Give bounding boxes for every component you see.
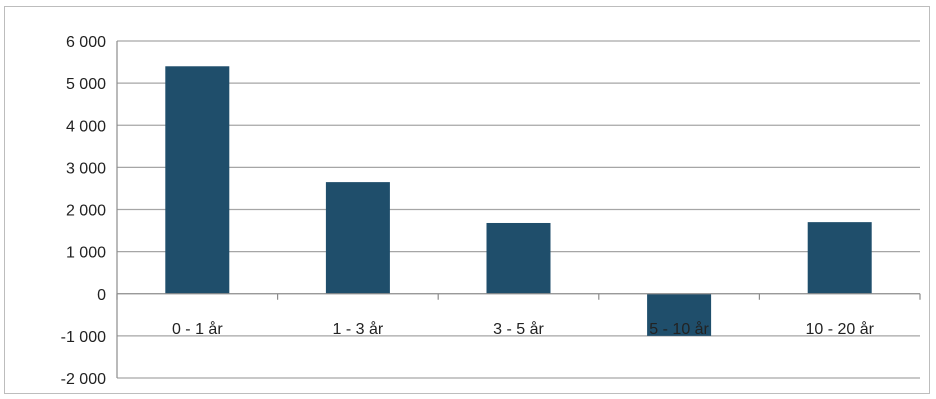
bars — [165, 66, 872, 336]
y-tick-label: -2 000 — [61, 371, 106, 388]
x-tick-label: 10 - 20 år — [805, 320, 874, 338]
bar — [165, 66, 230, 294]
x-tick-label: 3 - 5 år — [493, 320, 544, 338]
x-tick-label: 0 - 1 år — [172, 320, 223, 338]
chart-frame — [4, 6, 930, 394]
y-tick-label: -1 000 — [61, 329, 106, 346]
y-tick-label: 0 — [97, 287, 106, 304]
bar — [647, 293, 712, 336]
y-tick-label: 1 000 — [66, 245, 106, 262]
x-tick-labels: 0 - 1 år 1 - 3 år 3 - 5 år 5 - 10 år 10 - 20… — [172, 320, 875, 338]
x-tick-label: 1 - 3 år — [333, 320, 384, 338]
y-tick-label: 6 000 — [66, 34, 106, 51]
y-tick-label: 2 000 — [66, 203, 106, 220]
axes — [116, 41, 921, 378]
y-tick-label: 5 000 — [66, 76, 106, 93]
bar — [325, 182, 390, 294]
x-tick-label: 5 - 10 år — [649, 320, 709, 338]
y-tick-labels: 6 000 5 000 4 000 3 000 2 000 1 000 0 -1 000 -2 … — [61, 34, 106, 388]
y-tick-label: 4 000 — [66, 118, 106, 135]
bar — [807, 222, 872, 294]
y-tick-label: 3 000 — [66, 160, 106, 177]
bar — [486, 222, 551, 294]
